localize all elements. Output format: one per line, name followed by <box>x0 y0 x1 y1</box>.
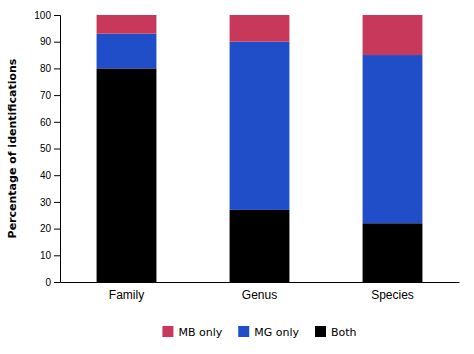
y-tick: 10 <box>40 250 60 261</box>
x-axis: Family Genus Species <box>61 282 460 302</box>
y-tick-label: 20 <box>40 223 52 234</box>
y-tick-mark <box>54 15 60 16</box>
legend-label: Both <box>331 326 357 339</box>
y-tick-mark <box>54 255 60 256</box>
y-tick-label: 80 <box>40 63 52 74</box>
x-tick: Species <box>371 282 414 302</box>
legend-item: Both <box>315 326 357 339</box>
bar-segment <box>363 223 423 282</box>
y-tick-mark <box>54 149 60 150</box>
legend-label: MB only <box>178 326 222 339</box>
y-tick-mark <box>54 42 60 43</box>
x-tick-label: Genus <box>242 288 277 302</box>
y-tick-mark <box>54 202 60 203</box>
x-tick-label: Family <box>109 288 144 302</box>
bars <box>97 15 423 282</box>
y-tick: 70 <box>40 90 60 101</box>
x-tick: Genus <box>242 282 277 302</box>
chart: 0 10 20 30 40 50 60 70 80 90 100 Family Genus Species… <box>0 0 474 354</box>
bar-segment <box>97 34 157 69</box>
x-tick: Family <box>109 282 144 302</box>
y-axis-line <box>54 16 61 283</box>
series <box>97 34 423 224</box>
legend-swatch <box>162 326 173 337</box>
y-axis: 0 10 20 30 40 50 60 70 80 90 100 <box>34 10 60 288</box>
y-tick-mark <box>54 122 60 123</box>
y-tick-label: 100 <box>34 10 51 21</box>
y-tick-label: 50 <box>40 143 52 154</box>
y-tick-mark <box>54 68 60 69</box>
legend-item: MB only <box>162 326 222 339</box>
y-tick-mark <box>54 282 60 283</box>
y-tick-label: 0 <box>45 277 51 288</box>
bar-segment <box>97 15 157 34</box>
legend-swatch <box>238 326 249 337</box>
y-tick-mark <box>54 95 60 96</box>
y-tick-label: 70 <box>40 90 52 101</box>
y-tick-label: 60 <box>40 117 52 128</box>
y-tick: 100 <box>34 10 60 21</box>
x-tick-label: Species <box>371 288 414 302</box>
bar-segment <box>230 42 290 210</box>
legend: MB only MG only Both <box>162 326 356 339</box>
y-tick-mark <box>54 175 60 176</box>
bar-segment <box>230 15 290 42</box>
y-tick-label: 30 <box>40 197 52 208</box>
y-tick: 90 <box>40 36 60 47</box>
y-tick-label: 10 <box>40 250 52 261</box>
legend-item: MG only <box>238 326 299 339</box>
plot: 0 10 20 30 40 50 60 70 80 90 100 Family Genus Species <box>34 10 459 302</box>
y-tick: 30 <box>40 197 60 208</box>
y-tick-label: 90 <box>40 36 52 47</box>
y-tick-mark <box>54 229 60 230</box>
legend-swatch <box>315 326 326 337</box>
y-tick: 50 <box>40 143 60 154</box>
y-tick: 0 <box>45 277 60 288</box>
y-axis-title: Percentage of identifications <box>6 58 19 238</box>
legend-label: MG only <box>254 326 299 339</box>
bar-segment <box>230 210 290 282</box>
y-tick: 40 <box>40 170 60 181</box>
bar-segment <box>97 68 157 282</box>
y-tick: 80 <box>40 63 60 74</box>
series <box>97 15 423 55</box>
y-tick: 20 <box>40 223 60 234</box>
x-axis-line <box>61 282 460 283</box>
bar-segment <box>363 55 423 223</box>
y-tick-label: 40 <box>40 170 52 181</box>
bar-segment <box>363 15 423 55</box>
y-tick: 60 <box>40 117 60 128</box>
